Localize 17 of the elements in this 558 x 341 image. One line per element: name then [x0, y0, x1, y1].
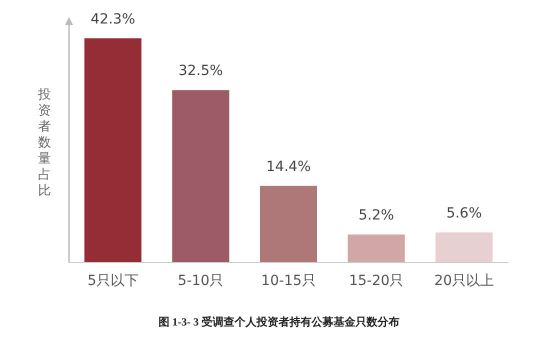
data-label: 5.2% — [358, 208, 394, 224]
bar — [348, 234, 405, 262]
x-tick-label: 20只以上 — [434, 273, 494, 289]
data-label: 14.4% — [266, 158, 311, 175]
bar — [84, 38, 142, 262]
text: 图 1-3- 3 受调查个人投资者持有公募基金只数分布 — [158, 316, 400, 328]
x-tick-label: 5只以下 — [87, 273, 138, 289]
data-label: 32.5% — [178, 63, 223, 80]
bar — [260, 186, 318, 262]
y-axis-title: 投资者数量占比 — [37, 88, 51, 198]
x-tick-label: 15-20只 — [348, 273, 404, 289]
data-label: 42.3% — [90, 11, 136, 28]
bar — [436, 232, 493, 262]
bar — [172, 90, 230, 262]
data-label: 5.6% — [446, 205, 482, 222]
x-tick-label: 10-15只 — [261, 273, 316, 289]
x-tick-label: 5-10只 — [178, 273, 224, 289]
